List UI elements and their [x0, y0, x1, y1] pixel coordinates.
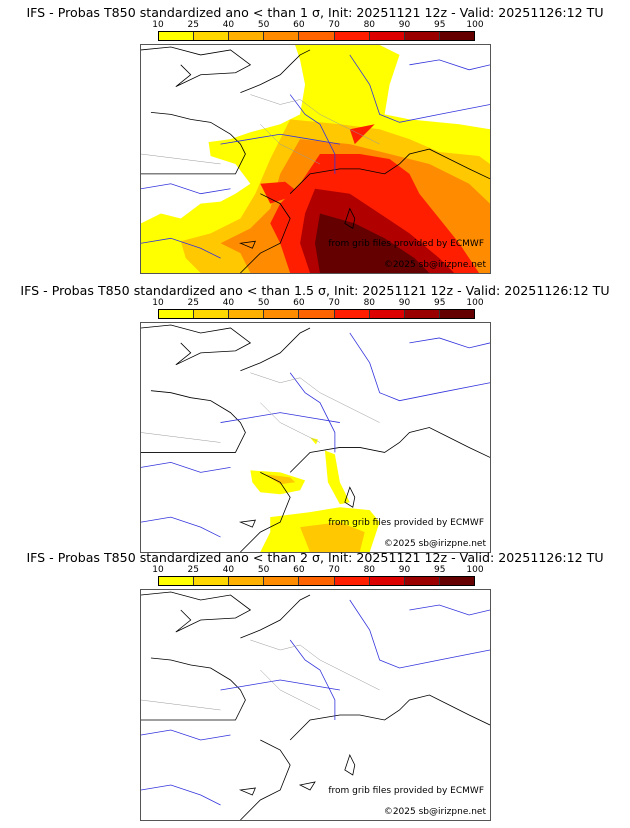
credit-copyright: ©2025 sb@irizpne.net — [383, 539, 486, 549]
colorbar-segment — [159, 577, 195, 585]
panel-2: IFS - Probas T850 standardized ano < tha… — [0, 284, 630, 554]
colorbar-tick: 80 — [363, 20, 376, 30]
panel-title: IFS - Probas T850 standardized ano < tha… — [26, 550, 604, 565]
colorbar-tick: 70 — [328, 565, 340, 575]
colorbar-tick: 50 — [257, 20, 270, 30]
credit-copyright: ©2025 sb@irizpne.net — [383, 807, 486, 817]
colorbar-ticks: 10 25 40 50 60 70 80 90 95 100 — [152, 298, 483, 309]
colorbar-segment — [439, 32, 474, 40]
colorbar-tick: 60 — [293, 20, 305, 30]
colorbar-segment — [264, 310, 300, 318]
colorbar-segment — [334, 310, 370, 318]
colorbar-tick: 25 — [187, 565, 199, 575]
coastline — [141, 324, 490, 552]
panel-title: IFS - Probas T850 standardized ano < tha… — [20, 283, 610, 298]
colorbar-tick: 90 — [398, 20, 411, 30]
colorbar-segment — [439, 577, 474, 585]
colorbar-tick: 90 — [398, 565, 411, 575]
credit-source: from grib files provided by ECMWF — [328, 786, 484, 796]
colorbar — [158, 576, 475, 586]
colorbar-ticks: 10 25 40 50 60 70 80 90 95 100 — [152, 565, 483, 576]
rivers — [141, 332, 490, 538]
colorbar-segment — [264, 577, 300, 585]
panel-1: IFS - Probas T850 standardized ano < tha… — [0, 6, 630, 282]
borders — [141, 639, 380, 711]
field-gold — [265, 474, 365, 552]
colorbar-tick: 90 — [398, 298, 411, 308]
colorbar-segment — [369, 310, 405, 318]
map-field — [141, 324, 490, 552]
borders — [141, 372, 380, 443]
colorbar — [158, 309, 475, 319]
colorbar-tick: 40 — [222, 565, 235, 575]
colorbar-tick: 95 — [434, 565, 446, 575]
colorbar-tick: 40 — [222, 20, 235, 30]
colorbar-ticks: 10 25 40 50 60 70 80 90 95 100 — [152, 20, 483, 31]
colorbar-segment — [229, 310, 265, 318]
colorbar-tick: 100 — [466, 298, 484, 308]
colorbar-segment — [264, 32, 300, 40]
panel-3: IFS - Probas T850 standardized ano < tha… — [0, 551, 630, 825]
colorbar-segment — [439, 310, 474, 318]
colorbar-tick: 70 — [328, 20, 340, 30]
colorbar-tick: 40 — [222, 298, 235, 308]
colorbar-tick: 10 — [152, 565, 164, 575]
colorbar-tick: 80 — [363, 298, 376, 308]
borders — [141, 94, 380, 165]
colorbar-tick: 70 — [328, 298, 340, 308]
coastline — [141, 591, 490, 820]
colorbar-segment — [299, 577, 335, 585]
colorbar-segment — [369, 577, 405, 585]
colorbar-segment — [194, 32, 230, 40]
colorbar-segment — [159, 32, 195, 40]
coastline — [141, 46, 490, 273]
colorbar-tick: 100 — [466, 565, 484, 575]
colorbar-tick: 95 — [434, 20, 446, 30]
rivers — [141, 54, 490, 259]
colorbar-tick: 50 — [257, 298, 270, 308]
colorbar-tick: 10 — [152, 298, 164, 308]
colorbar-tick: 60 — [293, 565, 305, 575]
colorbar-segment — [334, 577, 370, 585]
colorbar-segment — [229, 32, 265, 40]
colorbar-segment — [299, 32, 335, 40]
field-maroon — [315, 213, 430, 273]
map-field — [141, 45, 490, 273]
colorbar-tick: 60 — [293, 298, 305, 308]
credit-source: from grib files provided by ECMWF — [328, 239, 484, 249]
colorbar-tick: 95 — [434, 298, 446, 308]
probability-map: from grib files provided by ECMWF ©2025 … — [140, 589, 491, 821]
colorbar-segment — [159, 310, 195, 318]
credit-source: from grib files provided by ECMWF — [328, 518, 484, 528]
colorbar-segment — [369, 32, 405, 40]
colorbar-segment — [299, 310, 335, 318]
colorbar-segment — [229, 577, 265, 585]
colorbar-segment — [194, 577, 230, 585]
map-field — [141, 591, 490, 820]
colorbar-segment — [404, 310, 440, 318]
colorbar-segment — [404, 577, 440, 585]
colorbar-tick: 80 — [363, 565, 376, 575]
panel-title: IFS - Probas T850 standardized ano < tha… — [26, 5, 604, 20]
colorbar-segment — [194, 310, 230, 318]
colorbar-segment — [404, 32, 440, 40]
probability-map: from grib files provided by ECMWF ©2025 … — [140, 44, 491, 274]
colorbar — [158, 31, 475, 41]
colorbar-tick: 50 — [257, 565, 270, 575]
credit-copyright: ©2025 sb@irizpne.net — [383, 260, 486, 270]
colorbar-tick: 25 — [187, 20, 199, 30]
colorbar-tick: 100 — [466, 20, 484, 30]
colorbar-tick: 25 — [187, 298, 199, 308]
colorbar-tick: 10 — [152, 20, 164, 30]
probability-map: from grib files provided by ECMWF ©2025 … — [140, 322, 491, 553]
colorbar-segment — [334, 32, 370, 40]
rivers — [141, 599, 490, 806]
